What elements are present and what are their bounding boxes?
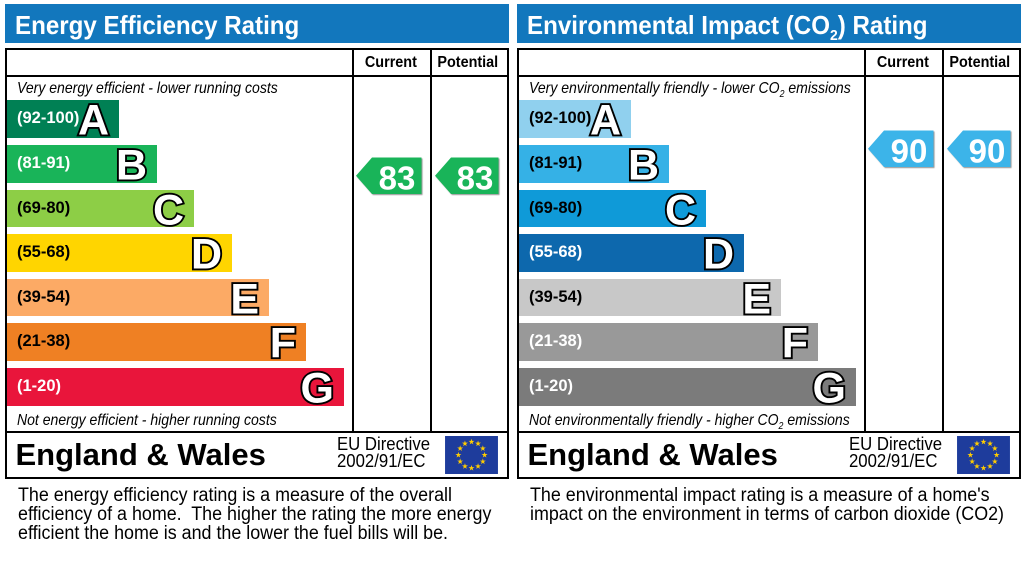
svg-text:G: G [813, 367, 846, 409]
svg-text:90: 90 [969, 132, 1006, 169]
svg-text:D: D [191, 233, 222, 275]
svg-text:A: A [78, 99, 109, 141]
svg-text:F: F [782, 322, 808, 364]
svg-text:D: D [703, 233, 734, 275]
svg-text:C: C [665, 189, 696, 231]
svg-text:83: 83 [379, 159, 416, 196]
svg-text:90: 90 [891, 132, 928, 169]
svg-text:E: E [742, 278, 771, 320]
svg-text:E: E [230, 278, 259, 320]
svg-text:F: F [270, 322, 296, 364]
svg-text:C: C [153, 189, 184, 231]
svg-text:B: B [116, 144, 147, 186]
svg-text:G: G [301, 367, 334, 409]
svg-text:83: 83 [457, 159, 494, 196]
svg-text:A: A [590, 99, 621, 141]
svg-text:B: B [628, 144, 659, 186]
